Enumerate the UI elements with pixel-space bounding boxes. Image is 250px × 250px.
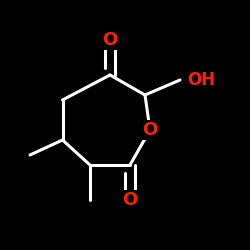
Text: O: O: [142, 121, 158, 139]
Text: O: O: [122, 191, 138, 209]
Text: O: O: [102, 31, 118, 49]
Text: OH: OH: [188, 71, 216, 89]
